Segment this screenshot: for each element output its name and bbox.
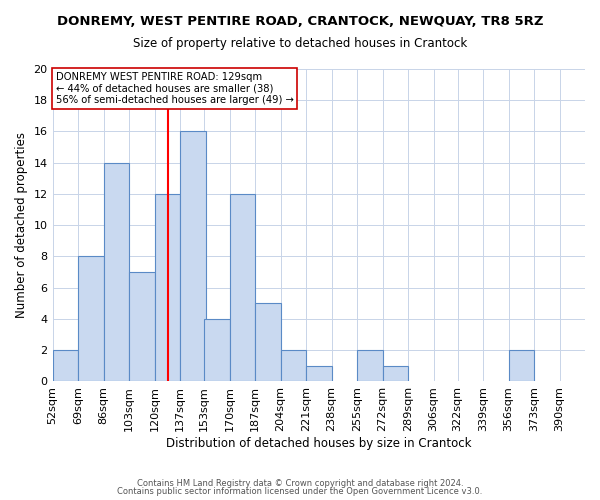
Bar xyxy=(204,319,230,382)
Text: Contains HM Land Registry data © Crown copyright and database right 2024.: Contains HM Land Registry data © Crown c… xyxy=(137,478,463,488)
Bar xyxy=(180,132,206,382)
Bar xyxy=(53,350,78,382)
Text: DONREMY WEST PENTIRE ROAD: 129sqm
← 44% of detached houses are smaller (38)
56% : DONREMY WEST PENTIRE ROAD: 129sqm ← 44% … xyxy=(56,72,293,106)
Y-axis label: Number of detached properties: Number of detached properties xyxy=(15,132,28,318)
Text: Contains public sector information licensed under the Open Government Licence v3: Contains public sector information licen… xyxy=(118,487,482,496)
Bar xyxy=(357,350,383,382)
Bar xyxy=(155,194,180,382)
Bar xyxy=(383,366,408,382)
Bar xyxy=(255,304,281,382)
Bar xyxy=(306,366,332,382)
Bar xyxy=(104,162,129,382)
Text: DONREMY, WEST PENTIRE ROAD, CRANTOCK, NEWQUAY, TR8 5RZ: DONREMY, WEST PENTIRE ROAD, CRANTOCK, NE… xyxy=(57,15,543,28)
X-axis label: Distribution of detached houses by size in Crantock: Distribution of detached houses by size … xyxy=(166,437,472,450)
Bar xyxy=(129,272,155,382)
Bar xyxy=(281,350,306,382)
Bar xyxy=(230,194,255,382)
Bar xyxy=(78,256,104,382)
Bar xyxy=(509,350,534,382)
Text: Size of property relative to detached houses in Crantock: Size of property relative to detached ho… xyxy=(133,38,467,51)
